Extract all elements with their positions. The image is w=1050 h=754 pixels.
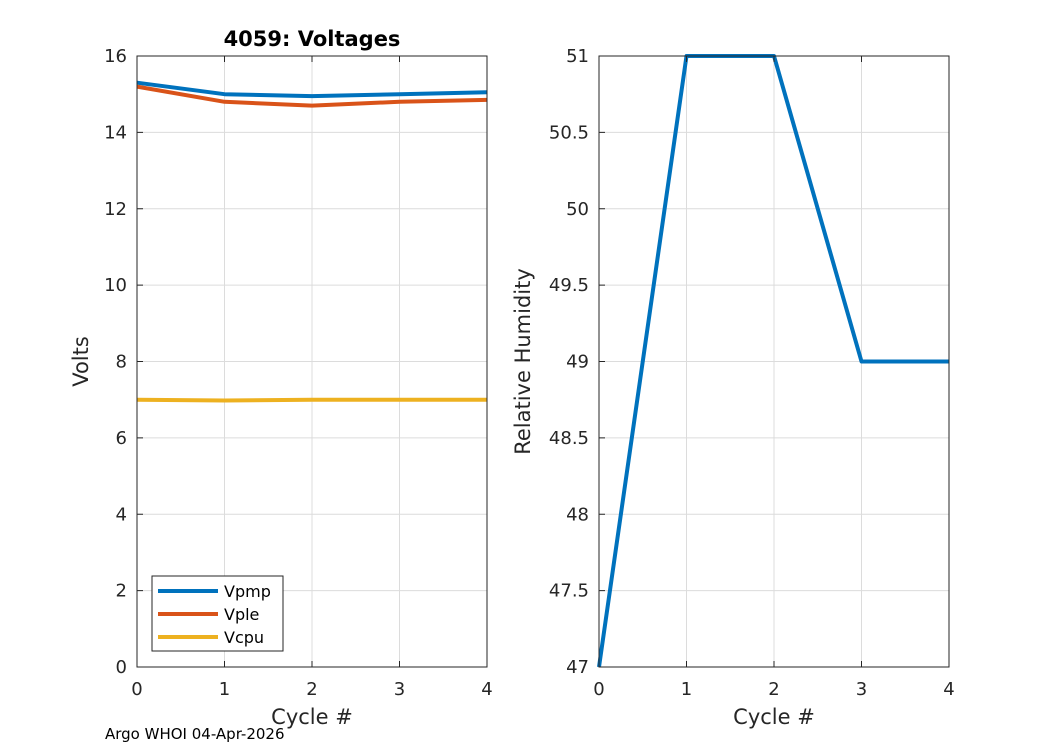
x-tick-label: 4: [943, 679, 954, 700]
x-tick-label: 3: [856, 679, 867, 700]
y-tick-label: 4: [116, 504, 127, 525]
series-line-vpmp: [136, 80, 488, 99]
y-tick-label: 8: [116, 352, 127, 373]
y-tick-label: 50: [566, 199, 589, 220]
y-axis-label: Relative Humidity: [511, 268, 535, 455]
y-tick-label: 0: [116, 657, 127, 678]
y-tick-label: 16: [104, 46, 127, 67]
y-tick-label: 49.5: [549, 275, 589, 296]
series-line-vple: [136, 84, 488, 108]
x-tick-label: 4: [481, 679, 492, 700]
y-tick-label: 48: [566, 504, 589, 525]
legend-label-vple: Vple: [224, 605, 259, 624]
y-axis-label: Volts: [69, 336, 93, 387]
footer-credit: Argo WHOI 04-Apr-2026: [105, 725, 285, 743]
y-tick-label: 48.5: [549, 428, 589, 449]
x-tick-label: 1: [681, 679, 692, 700]
y-tick-label: 49: [566, 352, 589, 373]
series-line-vcpu: [136, 397, 487, 403]
x-tick-label: 2: [306, 679, 317, 700]
y-tick-label: 2: [116, 581, 127, 602]
x-tick-label: 0: [131, 679, 142, 700]
y-tick-label: 14: [104, 122, 127, 143]
y-tick-label: 50.5: [549, 122, 589, 143]
x-tick-label: 1: [219, 679, 230, 700]
y-tick-label: 6: [116, 428, 127, 449]
y-tick-label: 51: [566, 46, 589, 67]
x-tick-label: 3: [394, 679, 405, 700]
x-tick-label: 2: [768, 679, 779, 700]
y-tick-label: 47.5: [549, 581, 589, 602]
x-axis-label: Cycle #: [271, 705, 353, 729]
y-tick-label: 10: [104, 275, 127, 296]
legend-label-vpmp: Vpmp: [224, 582, 271, 601]
y-tick-label: 47: [566, 657, 589, 678]
humidity-axes: 0 1 2 3 4 47 47.5 48 48.5 49 49.5 50 50.5 51 Cycle # Re…: [511, 46, 955, 729]
legend: Vpmp Vple Vcpu: [151, 575, 284, 652]
x-tick-label: 0: [593, 679, 604, 700]
x-axis-label: Cycle #: [733, 705, 815, 729]
y-tick-label: 12: [104, 199, 127, 220]
chart-title: 4059: Voltages: [224, 27, 401, 51]
legend-label-vcpu: Vcpu: [224, 628, 264, 647]
